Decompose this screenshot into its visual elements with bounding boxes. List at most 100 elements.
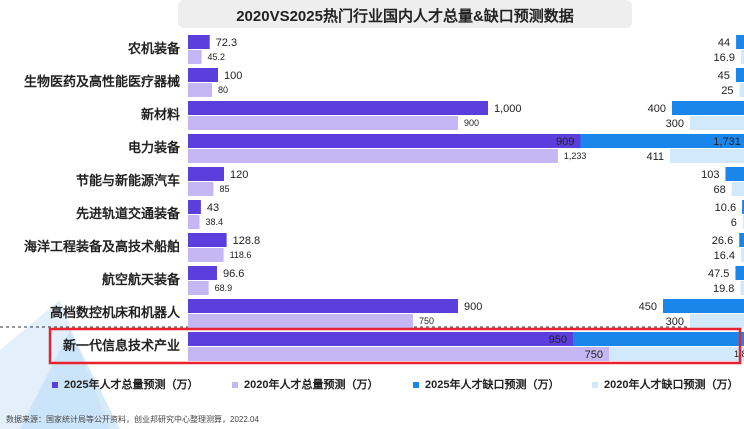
bar-gap-2025	[739, 233, 744, 247]
value-label-total-2025: 900	[464, 301, 482, 313]
legend-item-total-2020: 2020年人才总量预测（万）	[232, 376, 378, 392]
value-label-gap-2025: 103	[701, 169, 719, 181]
bar-gap-2025	[573, 332, 744, 346]
value-label-gap-2025: 450	[639, 301, 657, 313]
value-label-total-2025: 128.8	[233, 235, 261, 247]
legend-label: 2020年人才缺口预测（万）	[604, 379, 739, 391]
value-label-gap-2025: 400	[648, 103, 666, 115]
data-source-note: 数据来源：国家统计局等公开资料，创业邦研究中心整理测算，2022.04	[6, 415, 259, 424]
category-label: 航空航天装备	[102, 272, 181, 287]
bar-gap-2020	[670, 149, 744, 163]
bar-total-2025	[188, 68, 218, 82]
bar-total-2025	[188, 35, 210, 49]
bar-total-2025	[188, 299, 458, 313]
value-label-total-2025: 1,731	[713, 136, 741, 148]
category-label: 农机装备	[127, 41, 181, 56]
value-label-total-2020: 1,233	[564, 151, 587, 161]
value-label-total-2020: 38.4	[206, 217, 224, 227]
category-label: 新材料	[141, 107, 180, 122]
bar-gap-2025	[742, 200, 744, 214]
bar-total-2025	[188, 200, 201, 214]
bar-total-2020	[188, 182, 214, 196]
bar-total-2020	[188, 314, 413, 328]
value-label-gap-2020: 16.4	[714, 250, 735, 262]
bar-total-2025	[188, 134, 708, 148]
category-label: 新一代信息技术产业	[63, 338, 180, 353]
bar-total-2020	[188, 83, 212, 97]
value-label-gap-2025: 44	[718, 37, 730, 49]
legend-label: 2025年人才总量预测（万）	[64, 379, 199, 391]
bar-total-2020	[188, 281, 209, 295]
value-label-gap-2020: 6	[731, 217, 737, 229]
bar-gap-2020	[690, 116, 744, 130]
bar-gap-2025	[580, 134, 744, 148]
value-label-total-2020: 900	[464, 118, 479, 128]
value-label-gap-2025: 45	[718, 70, 730, 82]
bar-gap-2020	[740, 50, 744, 64]
bar-total-2020	[188, 215, 200, 229]
bar-gap-2025	[735, 68, 744, 82]
value-label-total-2025: 100	[224, 70, 242, 82]
value-label-gap-2020: 411	[646, 151, 664, 163]
legend-swatch	[232, 382, 238, 389]
bar-total-2020	[188, 116, 458, 130]
legend-swatch	[592, 382, 598, 389]
value-label-total-2020: 80	[218, 85, 228, 95]
bar-gap-2025	[736, 35, 744, 49]
value-label-total-2025: 72.3	[216, 37, 237, 49]
legend-swatch	[413, 382, 419, 389]
bar-gap-2020	[740, 281, 744, 295]
bar-gap-2020	[609, 347, 744, 361]
category-label: 生物医药及高性能医疗器械	[24, 74, 180, 89]
bar-total-2025	[188, 266, 217, 280]
bar-total-2020	[188, 149, 558, 163]
value-label-total-2025: 43	[207, 202, 219, 214]
value-label-total-2025: 120	[230, 169, 248, 181]
bar-total-2025	[188, 101, 488, 115]
category-label: 电力装备	[128, 140, 181, 155]
legend-item-gap-2025: 2025年人才缺口预测（万）	[413, 376, 559, 392]
bar-gap-2020	[741, 248, 744, 262]
value-label-total-2025: 1,000	[494, 103, 522, 115]
value-label-gap-2020: 750	[585, 349, 603, 361]
bar-gap-2025	[672, 101, 744, 115]
value-label-total-2020: 45.2	[208, 52, 226, 62]
legend-item-total-2025: 2025年人才总量预测（万）	[52, 376, 198, 392]
value-label-total-2020: 85	[220, 184, 230, 194]
bar-total-2025	[188, 167, 224, 181]
value-label-gap-2020: 19.8	[713, 283, 734, 295]
value-label-gap-2025: 10.6	[715, 202, 736, 214]
bar-total-2020	[188, 347, 728, 361]
value-label-total-2020: 68.9	[215, 283, 233, 293]
category-label: 高档数控机床和机器人	[50, 305, 181, 320]
bar-gap-2020	[739, 83, 744, 97]
bar-gap-2020	[731, 182, 744, 196]
value-label-total-2020: 750	[419, 316, 434, 326]
legend-label: 2020年人才总量预测（万）	[244, 379, 379, 391]
value-label-gap-2025: 47.5	[708, 268, 729, 280]
bar-gap-2025	[663, 299, 744, 313]
value-label-gap-2025: 950	[549, 334, 567, 346]
value-label-gap-2020: 25	[721, 85, 733, 97]
bar-gap-2020	[742, 215, 744, 229]
legend-swatch	[52, 382, 58, 389]
bar-total-2020	[188, 50, 202, 64]
value-label-gap-2025: 26.6	[712, 235, 733, 247]
category-label: 海洋工程装备及高技术船舶	[24, 239, 180, 254]
value-label-gap-2020: 300	[666, 316, 684, 328]
value-label-gap-2020: 68	[714, 184, 726, 196]
value-label-gap-2020: 16.9	[714, 52, 735, 64]
bar-total-2020	[188, 248, 224, 262]
title-banner	[178, 0, 632, 28]
category-label: 先进轨道交通装备	[76, 206, 181, 221]
value-label-gap-2025: 909	[556, 136, 574, 148]
value-label-gap-2020: 300	[666, 118, 684, 130]
bar-gap-2020	[690, 314, 744, 328]
category-label: 节能与新能源汽车	[76, 173, 180, 188]
bar-total-2025	[188, 233, 227, 247]
chart-title: 2020VS2025热门行业国内人才总量&缺口预测数据	[236, 8, 574, 25]
legend-label: 2025年人才缺口预测（万）	[425, 379, 560, 391]
value-label-total-2025: 96.6	[223, 268, 244, 280]
